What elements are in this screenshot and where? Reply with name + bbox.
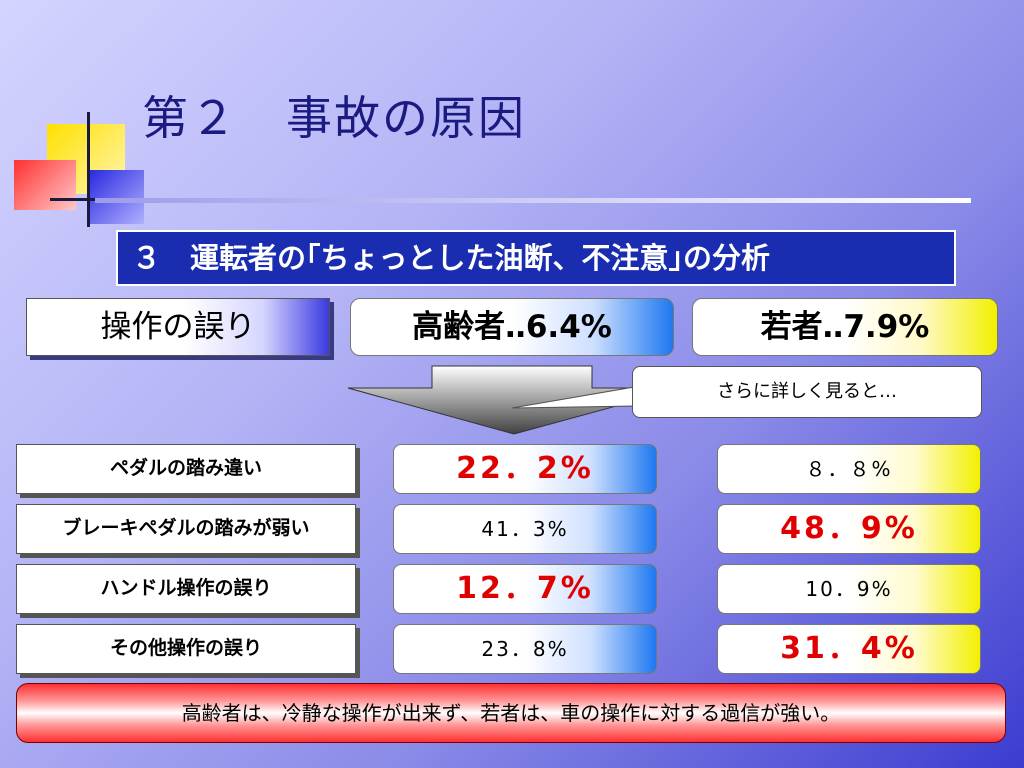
row-label-weak-brake: ブレーキペダルの踏みが弱い [16,504,356,554]
logo-decoration [0,0,160,230]
callout-bubble: さらに詳しく見ると… [632,366,982,418]
title-divider [95,198,971,203]
row-label-pedal-misstep: ペダルの踏み違い [16,444,356,494]
section-subtitle: ３ 運転者の｢ちょっとした油断、不注意｣の分析 [116,230,956,286]
deco-blue-square [90,170,144,224]
row-old-value-pedal-misstep: 22．2% [393,444,657,494]
row-young-value-weak-brake: 48．9% [717,504,981,554]
down-arrow-icon [347,365,683,435]
row-old-value-weak-brake: 41．3% [393,504,657,554]
page-title: 第２ 事故の原因 [142,91,526,145]
row-young-value-pedal-misstep: ８．８% [717,444,981,494]
row-old-value-other-error: 23．8% [393,624,657,674]
row-label-other-error: その他操作の誤り [16,624,356,674]
deco-vertical-line [87,112,90,227]
conclusion-banner: 高齢者は、冷静な操作が出来ず、若者は、車の操作に対する過信が強い。 [16,683,1006,743]
row-old-value-steering-error: 12．7% [393,564,657,614]
row-young-value-steering-error: 10．9% [717,564,981,614]
young-header: 若者‥7.9% [692,298,998,356]
deco-horizontal-line [50,198,110,201]
deco-red-square [14,160,76,210]
row-young-value-other-error: 31．4% [717,624,981,674]
elderly-header: 高齢者‥6.4% [350,298,674,356]
category-label: 操作の誤り [26,298,330,356]
callout-pointer [511,385,641,409]
row-label-steering-error: ハンドル操作の誤り [16,564,356,614]
